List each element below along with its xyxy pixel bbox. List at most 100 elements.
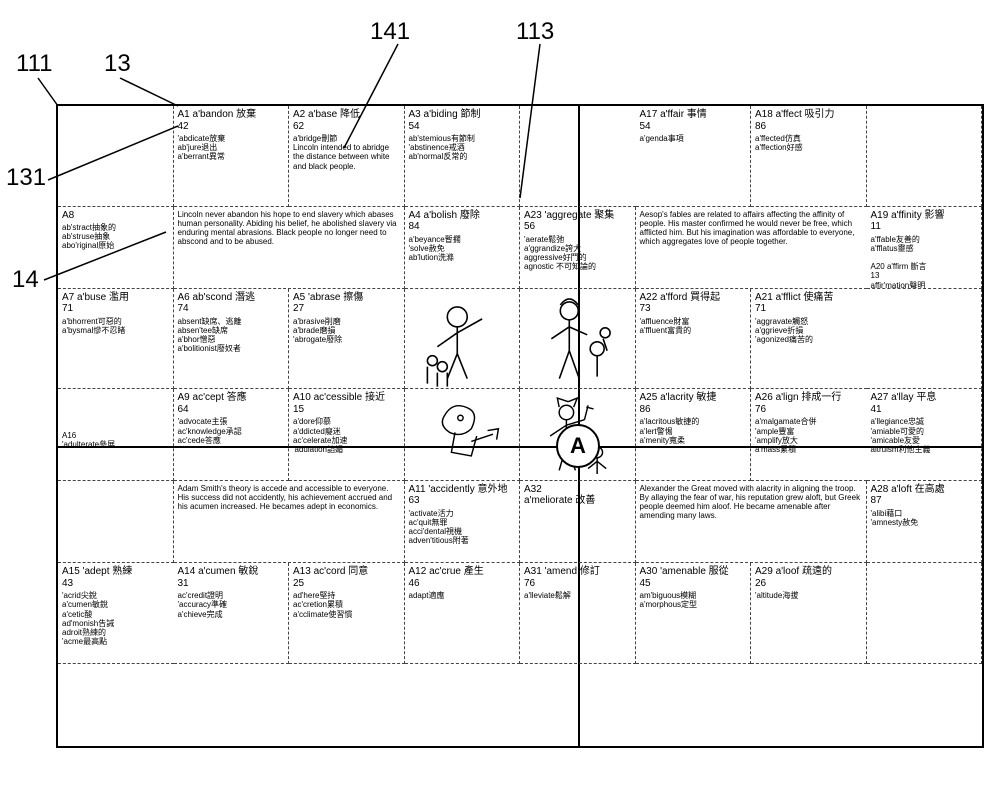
- cell-subwords: ab'stemious有節制 'abstinence戒酒 ab'normal反常…: [409, 134, 516, 162]
- vocab-cell: A4 a'bolish 廢除 84a'beyance暫擱 'solve赦免 ab…: [405, 207, 521, 289]
- cell-header: A13 ac'cord 同意 25: [293, 566, 400, 589]
- vocab-cell: [867, 106, 983, 207]
- vocab-cell: A19 a'ffinity 影響 11a'ffable友善的 a'fflatus…: [867, 207, 983, 289]
- vocab-cell: [867, 289, 983, 390]
- cell-subwords: am'biguous模糊 a'morphous定型: [640, 591, 747, 609]
- cell-header: A30 'amenable 服從 45: [640, 566, 747, 589]
- vocab-cell: A10 ac'cessible 接近 15a'dore仰慕 a'ddicted癡…: [289, 389, 405, 480]
- vocab-cell: A13 ac'cord 同意 25ad'here堅持 ac'cretion累積 …: [289, 563, 405, 664]
- cell-subwords: a'bridge刪節 Lincoln intended to abridge t…: [293, 134, 400, 171]
- vocab-cell: [867, 563, 983, 664]
- cell-header: A18 a'ffect 吸引力 86: [755, 109, 862, 132]
- vocab-cell: A18 a'ffect 吸引力 86 a'ffected仿真 a'ffection…: [751, 106, 867, 207]
- vocab-cell: A30 'amenable 服從 45 am'biguous模糊 a'morpho…: [636, 563, 752, 664]
- center-letter-badge: A: [556, 424, 600, 468]
- vocab-cell: [58, 106, 174, 207]
- cell-header: A3 a'biding 節制 54: [409, 109, 516, 132]
- cell-subwords: ac'credit證明 'accuracy準確 a'chieve完成: [178, 591, 285, 619]
- vocab-cell: A28 a'loft 在高處 87 'alibi藉口 'amnesty赦免: [867, 481, 983, 563]
- vocab-cell: A15 'adept 熟練 43'acrid尖銳 a'cumen敏銳 a'cet…: [58, 563, 174, 664]
- vocab-cell: A29 a'loof 疏遠的 26 'altitude海拔: [751, 563, 867, 664]
- cell-header: A25 a'lacrity 敏捷 86: [640, 392, 747, 415]
- cell-subwords: A16 'adulterate參展: [62, 394, 169, 449]
- cell-subwords: 'affluence財富 a'ffluent富貴的: [640, 317, 747, 335]
- cell-subwords: a'beyance暫擱 'solve赦免 ab'lution洗滌: [409, 235, 516, 263]
- label-141: 141: [370, 18, 410, 46]
- cell-subwords: 'activate活力 ac'quit無罪 acci'dental視機 adve…: [409, 509, 516, 546]
- vocab-cell: A14 a'cumen 敏銳 31ac'credit證明 'accuracy準確…: [174, 563, 290, 664]
- cell-subwords: 'abdicate放棄 ab'jure退出 a'berrant異常: [178, 134, 285, 162]
- cell-subwords: a'malgamate合併 'ample豐富 'amplify放大 a'mass…: [755, 417, 863, 454]
- cell-header: A27 a'llay 平息 41: [871, 392, 978, 415]
- vocab-cell: Adam Smith's theory is accede and access…: [174, 481, 405, 563]
- cell-subwords: 'advocate主張 ac'knowledge承認 ac'cede答應: [178, 417, 285, 445]
- cell-header: A29 a'loof 疏遠的 26: [755, 566, 862, 589]
- cell-subwords: 'acrid尖銳 a'cumen敏銳 a'cetic酸 ad'monish告誡 …: [62, 591, 170, 646]
- story-paragraph: Adam Smith's theory is accede and access…: [178, 484, 400, 512]
- label-13: 13: [104, 50, 131, 78]
- cell-header: A9 ac'cept 答應 64: [178, 392, 285, 415]
- vocab-cell: A8ab'stract抽象的 ab'struse抽象 abo'riginal原始: [58, 207, 174, 289]
- cell-subwords: a'lacritous敏捷的 a'lert警惕 a'menity寬柔: [640, 417, 747, 445]
- cell-subwords: adapt適應: [409, 591, 516, 600]
- vocab-cell: A1 a'bandon 放棄 42'abdicate放棄 ab'jure退出 a…: [174, 106, 290, 207]
- label-111: 111: [16, 50, 52, 78]
- story-paragraph: Alexander the Great moved with alacrity …: [640, 484, 862, 521]
- vocab-cell: A16 'adulterate參展: [58, 389, 174, 480]
- vocab-cell: [520, 289, 636, 390]
- cell-subwords: 'aerate鬆弛 a'ggrandize誇大 aggressive好鬥的 ag…: [524, 235, 631, 272]
- vocab-cell: A9 ac'cept 答應 64'advocate主張 ac'knowledge…: [174, 389, 290, 480]
- cell-header: A5 'abrase 擦傷 27: [293, 292, 400, 315]
- vocab-cell: Lincoln never abandon his hope to end sl…: [174, 207, 405, 289]
- cell-subwords: a'llegiance忠誠 'amiable可愛的 'amicable友愛 al…: [871, 417, 978, 454]
- cell-header: A2 a'base 降低 62: [293, 109, 400, 132]
- label-113: 113: [516, 18, 554, 46]
- cell-subwords: a'dore仰慕 a'ddicted癡迷 ac'celerate加速 'adul…: [293, 417, 400, 454]
- cell-header: A28 a'loft 在高處 87: [871, 484, 978, 507]
- vocab-cell: A32 a'meliorate 改善: [520, 481, 636, 563]
- cell-header: A10 ac'cessible 接近 15: [293, 392, 400, 415]
- smith-illustration: [405, 389, 520, 479]
- lincoln-illustration: [405, 289, 520, 389]
- vocab-cell: A17 a'ffair 事情 54a'genda事項: [636, 106, 752, 207]
- vocab-cell: A2 a'base 降低 62a'bridge刪節 Lincoln intend…: [289, 106, 405, 207]
- cell-header: A1 a'bandon 放棄 42: [178, 109, 285, 132]
- cell-subwords: a'brasive削磨 a'brade磨損 'abrogate廢除: [293, 317, 400, 345]
- vocab-cell: A25 a'lacrity 敏捷 86a'lacritous敏捷的 a'lert…: [636, 389, 752, 480]
- cell-header: A6 ab'scond 潛逃 74: [178, 292, 285, 315]
- vocab-cell: A11 'accidently 意外地 63'activate活力 ac'qui…: [405, 481, 521, 563]
- cell-subwords: 'altitude海拔: [755, 591, 862, 600]
- cell-header: A11 'accidently 意外地 63: [409, 484, 516, 507]
- cell-subwords: ab'stract抽象的 ab'struse抽象 abo'riginal原始: [62, 223, 169, 251]
- cell-header: A17 a'ffair 事情 54: [640, 109, 747, 132]
- vocab-cell: A31 'amend 修訂 76a'lleviate鬆解: [520, 563, 636, 664]
- label-14: 14: [12, 266, 39, 294]
- cell-subwords: 'alibi藉口 'amnesty赦免: [871, 509, 978, 527]
- cell-header: A14 a'cumen 敏銳 31: [178, 566, 285, 589]
- cell-header: A7 a'buse 濫用 71: [62, 292, 169, 315]
- cell-header: A19 a'ffinity 影響 11: [871, 210, 978, 233]
- cell-subwords: a'bhorrent可惡的 a'bysmal慘不忍睹: [62, 317, 169, 335]
- cell-subwords: a'ffable友善的 a'fflatus靈感 A20 a'ffirm 斷言 1…: [871, 235, 978, 289]
- story-paragraph: Lincoln never abandon his hope to end sl…: [178, 210, 400, 247]
- vocab-cell: A5 'abrase 擦傷 27a'brasive削磨 a'brade磨損 'a…: [289, 289, 405, 390]
- vocab-cell: [520, 106, 636, 207]
- aesop-illustration: [520, 289, 635, 389]
- vocab-cell: [58, 481, 174, 563]
- vocab-cell: A12 ac'crue 產生 46 adapt適應: [405, 563, 521, 664]
- vocab-cell: A3 a'biding 節制 54ab'stemious有節制 'abstine…: [405, 106, 521, 207]
- cell-subwords: absent缺席、逃離 absen'tee缺席 a'bhor憎惡 a'bolit…: [178, 317, 285, 354]
- vocab-cell: A22 a'fford 買得起 73'affluence財富 a'ffluent…: [636, 289, 752, 390]
- label-131: 131: [6, 164, 46, 192]
- cell-header: A26 a'lign 排成一行 76: [755, 392, 863, 415]
- vocab-cell: A6 ab'scond 潛逃 74absent缺席、逃離 absen'tee缺席…: [174, 289, 290, 390]
- cell-subwords: ad'here堅持 ac'cretion累積 a'cclimate使習慣: [293, 591, 400, 619]
- vocab-cell: A27 a'llay 平息 41a'llegiance忠誠 'amiable可愛…: [867, 389, 983, 480]
- vocab-cell: Aesop's fables are related to affairs af…: [636, 207, 867, 289]
- vocabulary-card-grid: A A1 a'bandon 放棄 42'abdicate放棄 ab'jure退出…: [56, 104, 984, 748]
- cell-header: A15 'adept 熟練 43: [62, 566, 170, 589]
- vocab-cell: A7 a'buse 濫用 71 a'bhorrent可惡的 a'bysmal慘不忍…: [58, 289, 174, 390]
- cell-subwords: a'ffected仿真 a'ffection好感: [755, 134, 862, 152]
- vocab-cell: [405, 389, 521, 480]
- cell-header: A12 ac'crue 產生 46: [409, 566, 516, 589]
